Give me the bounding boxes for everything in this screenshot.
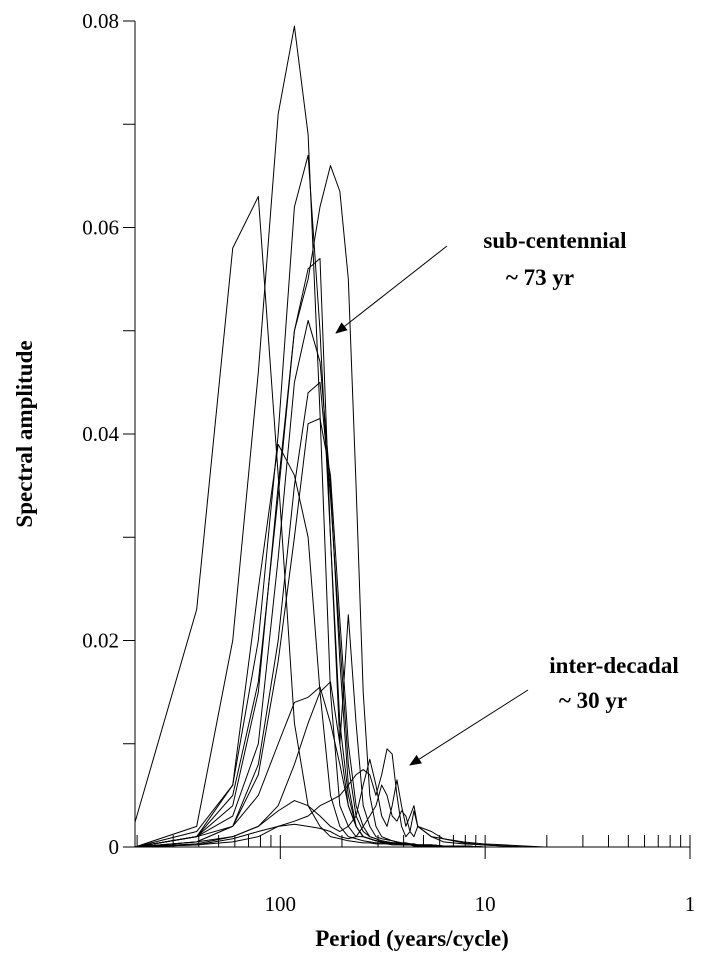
y-tick-label: 0 [109, 835, 120, 859]
annotation-arrow [335, 245, 448, 334]
y-tick-label: 0.08 [82, 9, 119, 33]
x-tick-label: 100 [265, 892, 297, 916]
spectrum-line [134, 319, 545, 848]
x-tick-label: 1 [685, 892, 696, 916]
spectrum-line [134, 257, 545, 848]
annotation: ~ 73 yr [506, 265, 574, 290]
y-axis-label: Spectral amplitude [12, 340, 37, 527]
spectrum-line [134, 196, 545, 848]
spectrum-line [134, 418, 545, 848]
annotation: inter-decadal [549, 653, 678, 678]
y-tick-label: 0.02 [82, 629, 119, 653]
x-axis-label: Period (years/cycle) [315, 926, 509, 951]
y-tick-label: 0.06 [82, 216, 119, 240]
spectrum-line [134, 784, 545, 848]
spectrum-line [134, 614, 545, 848]
x-tick-label: 10 [475, 892, 496, 916]
annotation: ~ 30 yr [559, 688, 627, 713]
annotation-arrow [409, 689, 529, 766]
annotation: sub-centennial [483, 228, 626, 253]
spectrum-line [134, 686, 545, 848]
spectrum-line [134, 758, 545, 848]
y-tick-label: 0.04 [82, 422, 119, 446]
